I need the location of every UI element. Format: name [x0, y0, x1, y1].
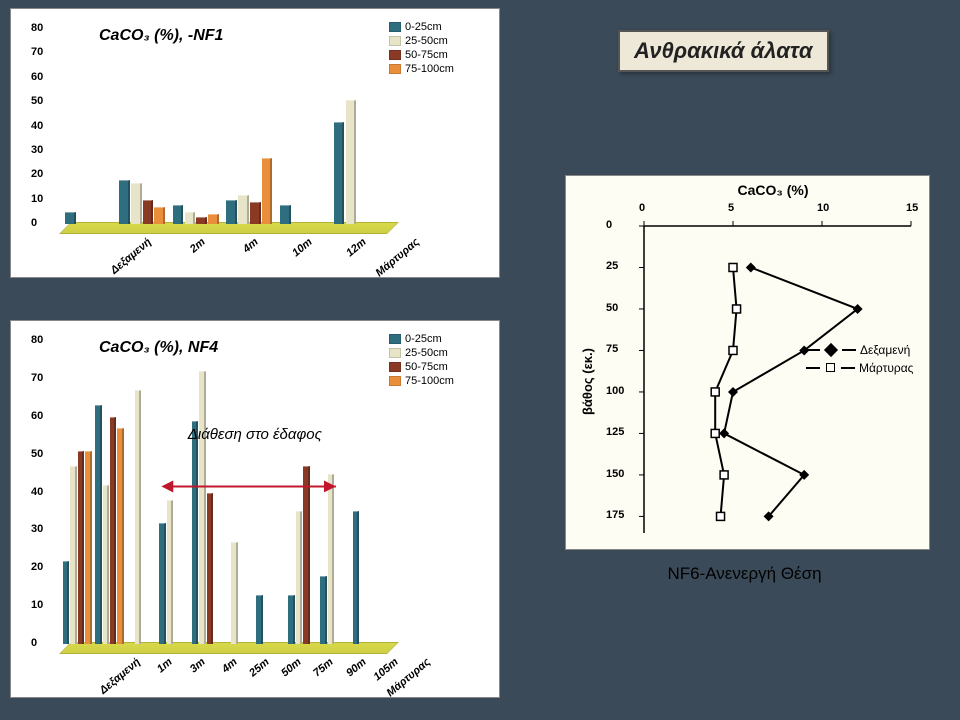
- ytick: 10: [31, 193, 43, 205]
- xlabel: 12m: [307, 236, 368, 290]
- ytick: 70: [31, 46, 43, 58]
- chart1-legend: 0-25cm 25-50cm 50-75cm 75-100cm: [389, 21, 454, 77]
- ytick: 30: [31, 144, 43, 156]
- ytick: 50: [606, 302, 618, 314]
- bar: [280, 205, 291, 225]
- xlabel: 2m: [146, 236, 207, 290]
- legend-item: 75-100cm: [389, 63, 454, 75]
- bar: [250, 202, 261, 224]
- bar: [185, 212, 196, 224]
- xtick: 15: [906, 202, 918, 214]
- xtick: 0: [639, 202, 645, 214]
- ytick: 125: [606, 426, 624, 438]
- bar: [346, 100, 357, 224]
- ytick: 150: [606, 468, 624, 480]
- ytick: 60: [31, 71, 43, 83]
- legend-item: 50-75cm: [389, 49, 454, 61]
- ytick: 40: [31, 120, 43, 132]
- legend-label: 75-100cm: [405, 63, 454, 75]
- chart3-panel: CaCO₃ (%) βάθος (εκ.) 051015 02550751001…: [565, 175, 930, 550]
- chart1-panel: CaCO₃ (%), -NF1 0-25cm25-50cm50-75cm75-1…: [10, 8, 500, 278]
- bar: [143, 200, 154, 224]
- bar: [131, 183, 142, 224]
- legend-item: 25-50cm: [389, 35, 454, 47]
- bar: [226, 200, 237, 224]
- xlabel: 4m: [200, 236, 261, 290]
- ytick: 0: [606, 219, 612, 231]
- bar: [154, 207, 165, 224]
- chart2-arrow: [11, 321, 501, 699]
- chart3-caption: NF6-Ανενεργή Θέση: [668, 564, 822, 584]
- ytick: 50: [31, 95, 43, 107]
- chart3-legend: Δεξαμενή Μάρτυρας: [806, 343, 913, 379]
- ytick: 100: [606, 385, 624, 397]
- bar: [262, 158, 273, 224]
- ytick: 25: [606, 260, 618, 272]
- chart1-bars: [59, 29, 381, 224]
- bar: [334, 122, 345, 224]
- legend-item: Μάρτυρας: [806, 361, 913, 375]
- bar: [208, 214, 219, 224]
- page-title-text: Ανθρακικά άλατα: [634, 38, 813, 63]
- legend-swatch: [389, 36, 401, 46]
- xlabel: Δεξαμενή: [92, 236, 153, 290]
- legend-swatch: [389, 64, 401, 74]
- legend-item: Δεξαμενή: [806, 343, 913, 357]
- bar: [238, 195, 249, 224]
- legend-label: 25-50cm: [405, 35, 448, 47]
- ytick: 175: [606, 509, 624, 521]
- legend-item: 0-25cm: [389, 21, 454, 33]
- bar: [119, 180, 130, 224]
- xlabel: 10m: [253, 236, 314, 290]
- ytick: 80: [31, 22, 43, 34]
- page-title-box: Ανθρακικά άλατα: [618, 30, 829, 72]
- legend-label: Μάρτυρας: [859, 361, 913, 375]
- legend-swatch: [389, 22, 401, 32]
- bar: [196, 217, 207, 224]
- ytick: 20: [31, 168, 43, 180]
- bar: [65, 212, 76, 224]
- legend-label: 0-25cm: [405, 21, 442, 33]
- ytick: 0: [31, 217, 37, 229]
- ytick: 75: [606, 343, 618, 355]
- legend-label: 50-75cm: [405, 49, 448, 61]
- xtick: 10: [817, 202, 829, 214]
- legend-label: Δεξαμενή: [860, 343, 910, 357]
- chart2-panel: CaCO₃ (%), NF4 0-25cm25-50cm50-75cm75-10…: [10, 320, 500, 698]
- xtick: 5: [728, 202, 734, 214]
- xlabel: Μάρτυρας: [361, 236, 422, 290]
- legend-swatch: [389, 50, 401, 60]
- bar: [173, 205, 184, 225]
